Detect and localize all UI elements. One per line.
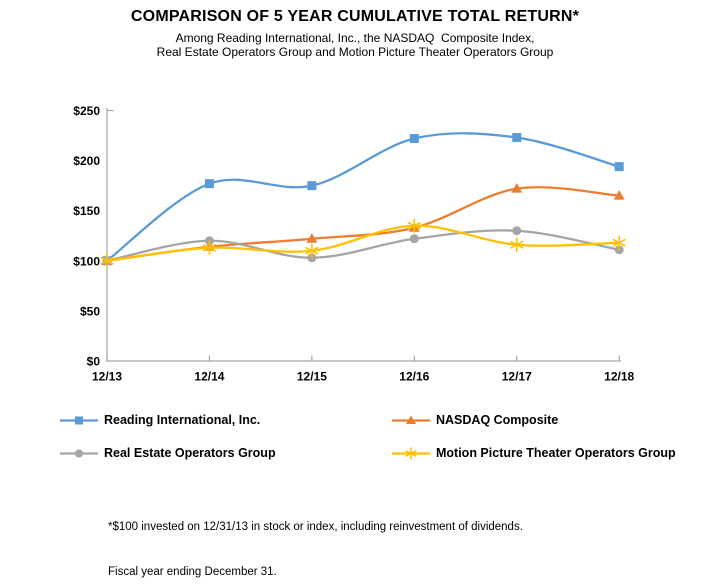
legend-label: Real Estate Operators Group [104,446,276,460]
legend-marker-square-glyph [75,416,83,424]
legend-label: NASDAQ Composite [436,413,559,427]
y-tick-label-150: $150 [73,204,100,218]
chart-title: COMPARISON OF 5 YEAR CUMULATIVE TOTAL RE… [130,8,580,25]
x-tick-label-12-14: 12/14 [194,370,224,384]
x-tick-label-12-15: 12/15 [297,370,327,384]
y-tick-label-50: $50 [80,304,100,318]
x-tick-label-12-13: 12/13 [92,370,122,384]
series-motion-picture-theater-operators-group-marker-asterisk [510,237,524,253]
series-reading-international-inc-marker-square [614,162,624,172]
series-motion-picture-theater-operators-group-marker-spoke [510,240,524,249]
legend-marker-circle-icon [60,449,98,457]
series-motion-picture-theater-operators-group-marker-spoke [202,243,216,252]
series-motion-picture-theater-operators-group-marker-asterisk [100,253,114,269]
series-motion-picture-theater-operators-group-marker-asterisk [612,235,626,251]
series-reading-international-inc-marker-square [307,181,317,191]
legend-item-nasdaq-composite: NASDAQ Composite [392,413,558,427]
series-line-motion-picture-theater-operators-group [105,224,621,262]
legend-marker-asterisk-icon [392,446,430,460]
y-tick-label-250: $250 [73,104,100,118]
series-reading-international-inc-marker-square [512,133,522,143]
legend-item-motion-picture-theater-operators: Motion Picture Theater Operators Group [392,446,676,460]
legend-item-real-estate-operators: Real Estate Operators Group [60,446,276,460]
series-nasdaq-composite-marker-triangle [306,233,318,243]
y-tick-label-200: $200 [73,154,100,168]
legend-item-reading-international: Reading International, Inc. [60,413,260,427]
series-motion-picture-theater-operators-group-marker-asterisk [202,240,216,256]
x-tick-label-12-16: 12/16 [399,370,429,384]
series-line-real-estate-operators-group [105,229,621,262]
series-motion-picture-theater-operators-group-marker-spoke [612,238,626,247]
legend-marker-triangle-glyph [406,415,416,424]
series-nasdaq-composite-marker-triangle [613,190,625,200]
legend-marker-triangle-icon [392,415,430,424]
series-real-estate-operators-group-marker-circle [409,234,419,244]
series-nasdaq-composite-marker-triangle [511,183,523,193]
series-real-estate-operators-group-marker-circle [512,226,522,236]
legend-marker-square-icon [60,416,98,424]
legend-marker-circle-glyph [75,449,83,457]
x-tick-label-12-17: 12/17 [502,370,532,384]
series-line-reading-international-inc [105,132,621,262]
series-reading-international-inc-marker-square [204,179,214,189]
series-reading-international-inc-marker-square [409,134,419,144]
footnote-line1: *$100 invested on 12/31/13 in stock or i… [108,521,523,533]
series-motion-picture-theater-operators-group-marker-asterisk [305,243,319,259]
chart-subtitle-line1: Among Reading International, Inc., the N… [175,31,535,45]
x-tick-label-12-18: 12/18 [604,370,634,384]
legend-marker-asterisk-glyph [405,446,417,460]
legend-label: Reading International, Inc. [104,413,261,427]
legend-label: Motion Picture Theater Operators Group [436,446,676,460]
series-motion-picture-theater-operators-group-marker-spoke [305,246,319,255]
y-tick-label-100: $100 [73,254,100,268]
series-motion-picture-theater-operators-group-marker-asterisk [407,218,421,234]
chart-subtitle-line2: Real Estate Operators Group and Motion P… [156,45,554,59]
chart-footnote: *$100 invested on 12/31/13 in stock or i… [108,490,523,587]
series-motion-picture-theater-operators-group-marker-spoke [407,221,421,230]
footnote-line2: Fiscal year ending December 31. [108,566,277,578]
y-tick-label-0: $0 [87,355,101,369]
series-motion-picture-theater-operators-group-marker-spoke [100,256,114,265]
